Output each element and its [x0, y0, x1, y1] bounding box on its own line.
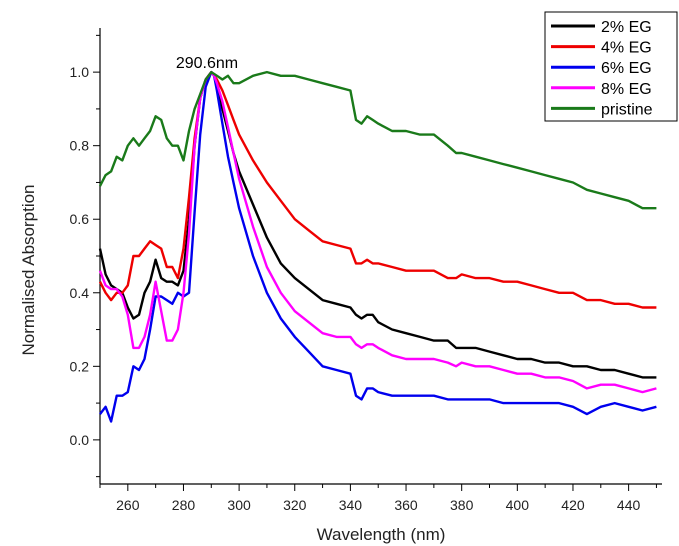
x-axis-title: Wavelength (nm) [317, 525, 446, 544]
legend-label-pristine: pristine [601, 101, 653, 118]
x-tick-label: 440 [617, 497, 641, 513]
legend: 2% EG 4% EG 6% EG 8% EG pristine [544, 11, 678, 122]
legend-label-4pct-eg: 4% EG [601, 40, 652, 57]
x-tick-label: 320 [283, 497, 307, 513]
y-tick-label: 1.0 [70, 64, 90, 80]
legend-label-8pct-eg: 8% EG [601, 81, 652, 98]
x-tick-label: 380 [450, 497, 474, 513]
x-tick-label: 260 [116, 497, 140, 513]
series-line-2pct-eg [98, 70, 657, 379]
x-axis-ticks: 260 280 300 320 340 360 380 400 420 440 [99, 484, 657, 513]
legend-label-6pct-eg: 6% EG [601, 60, 652, 77]
x-tick-label: 360 [394, 497, 418, 513]
x-tick-label: 340 [339, 497, 363, 513]
y-tick-label: 0.6 [70, 211, 90, 227]
series-line-6pct-eg [99, 70, 657, 423]
series-line-pristine [98, 70, 657, 210]
series-layer [98, 70, 657, 423]
peak-annotation: 290.6nm [176, 55, 238, 72]
y-axis-title: Normalised Absorption [19, 184, 38, 355]
x-tick-label: 300 [227, 497, 251, 513]
legend-label-2pct-eg: 2% EG [601, 19, 652, 36]
y-tick-label: 0.2 [70, 358, 90, 374]
series-line-8pct-eg [98, 70, 657, 394]
y-tick-label: 0.0 [70, 432, 90, 448]
y-tick-label: 0.8 [70, 138, 90, 154]
legend-box [544, 11, 678, 122]
x-tick-label: 280 [172, 497, 196, 513]
y-axis-ticks: 0.0 0.2 0.4 0.6 0.8 1.0 [70, 34, 100, 478]
x-tick-label: 400 [506, 497, 530, 513]
x-tick-label: 420 [561, 497, 585, 513]
series-line-4pct-eg [98, 70, 657, 309]
y-tick-label: 0.4 [70, 285, 90, 301]
